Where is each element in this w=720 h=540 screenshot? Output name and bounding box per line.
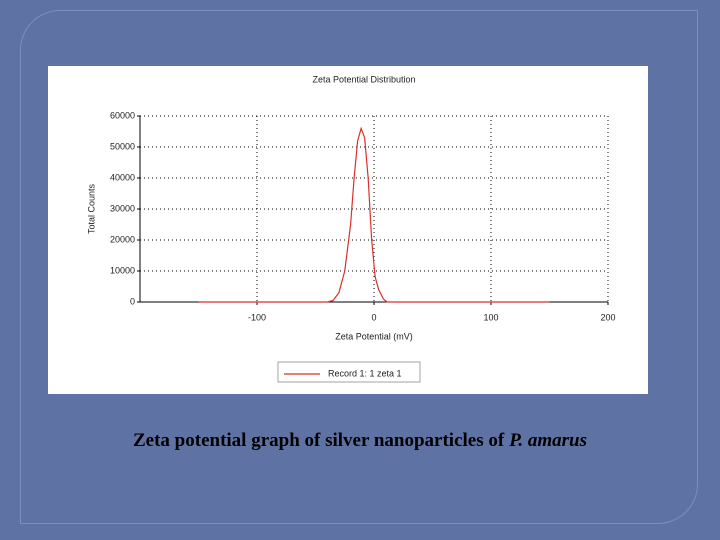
- legend-box: [277, 361, 421, 383]
- caption-text: Zeta potential graph of silver nanoparti…: [133, 430, 505, 451]
- x-tick-label: -100: [248, 312, 266, 322]
- x-tick-label: 0: [371, 312, 376, 322]
- legend-label: Record 1: 1 zeta 1: [328, 368, 402, 378]
- chart: Zeta Potential Distribution Zeta Potenti…: [48, 66, 648, 394]
- chart-background: [48, 66, 648, 394]
- y-tick-label: 50000: [110, 141, 135, 151]
- y-tick-label: 10000: [110, 265, 135, 275]
- y-axis-label: Total Counts: [86, 183, 96, 234]
- y-tick-label: 0: [130, 296, 135, 306]
- data-line: [198, 126, 550, 303]
- caption: Zeta potential graph of silver nanoparti…: [0, 430, 720, 452]
- x-tick-label: 100: [483, 312, 498, 322]
- y-tick-label: 40000: [110, 172, 135, 182]
- y-tick-label: 20000: [110, 234, 135, 244]
- x-tick-label: 200: [600, 312, 615, 322]
- chart-title: Zeta Potential Distribution: [312, 74, 415, 84]
- x-axis-label: Zeta Potential (mV): [335, 331, 413, 341]
- y-tick-label: 60000: [110, 110, 135, 120]
- y-tick-label: 30000: [110, 203, 135, 213]
- slide-frame: [20, 10, 698, 524]
- caption-species: P. amarus: [509, 430, 587, 451]
